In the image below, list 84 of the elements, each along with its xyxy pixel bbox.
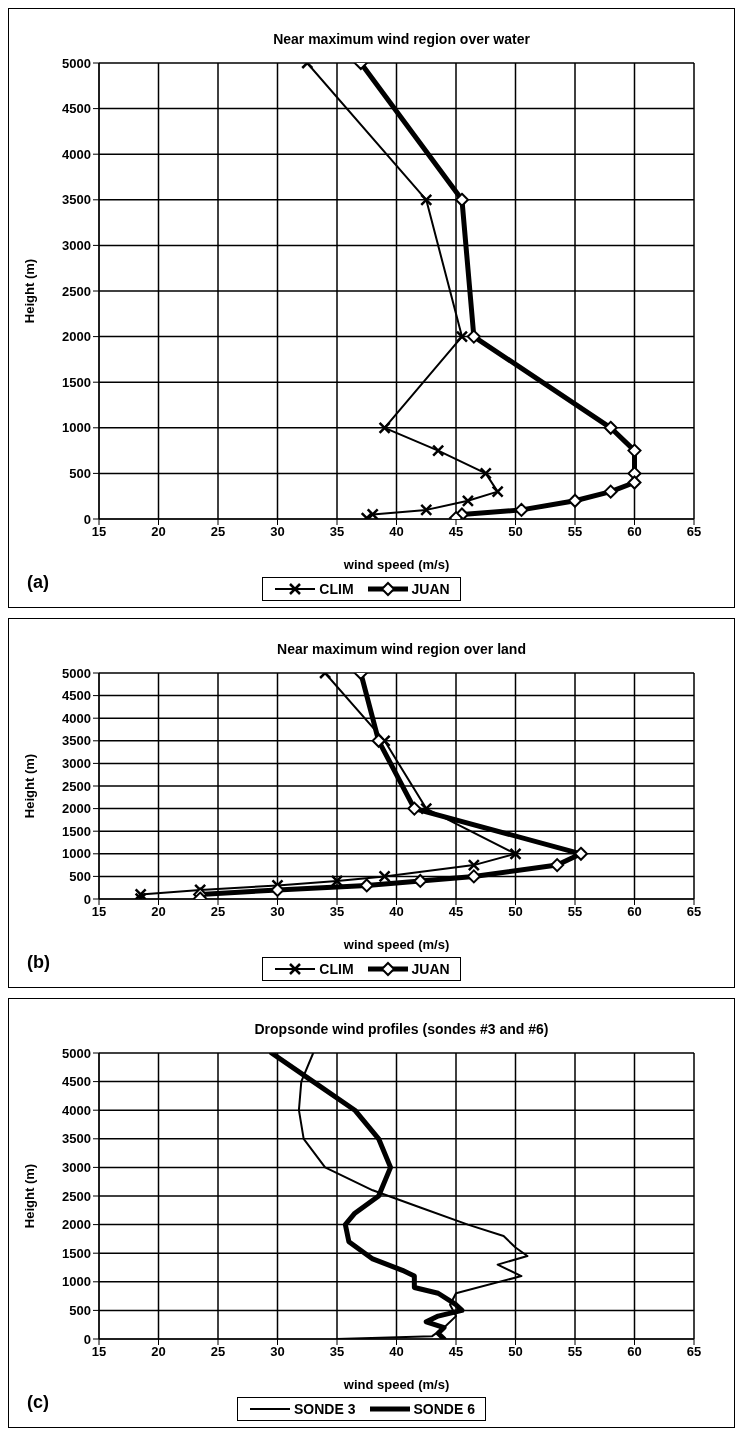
text: (b) bbox=[27, 952, 50, 973]
x-tick-label: 15 bbox=[91, 524, 107, 540]
x-tick-label: 30 bbox=[270, 1344, 285, 1360]
y-tick-label: 1500 bbox=[62, 823, 91, 839]
x-axis-title: wind speed (m/s) bbox=[342, 557, 450, 572]
x-tick-label: 65 bbox=[686, 904, 702, 920]
y-tick-label: 1000 bbox=[62, 846, 91, 862]
x-tick-label: 50 bbox=[508, 524, 523, 540]
x-tick-label: 30 bbox=[270, 524, 285, 540]
y-tick-label: 1500 bbox=[62, 1245, 91, 1261]
legend-label: JUAN bbox=[410, 961, 450, 977]
x-tick-label: 40 bbox=[389, 904, 404, 920]
x-tick-label: 60 bbox=[627, 904, 642, 920]
y-tick-label: 0 bbox=[83, 511, 91, 527]
x-tick-label: 25 bbox=[210, 904, 226, 920]
y-axis-title: Height (m) bbox=[21, 1163, 37, 1229]
x-tick-label: 40 bbox=[389, 1344, 404, 1360]
x-tick-label: 45 bbox=[448, 904, 464, 920]
y-axis-title: Height (m) bbox=[21, 753, 37, 819]
legend-label: CLIM bbox=[318, 581, 354, 597]
x-axis-title: wind speed (m/s) bbox=[342, 937, 450, 952]
x-tick-label: 30 bbox=[270, 904, 285, 920]
x-tick-label: 35 bbox=[329, 904, 345, 920]
y-tick-label: 2000 bbox=[62, 1217, 91, 1233]
y-tick-label: 4500 bbox=[62, 688, 91, 704]
x-tick-label: 35 bbox=[329, 1344, 345, 1360]
y-tick-label: 4000 bbox=[62, 1102, 91, 1118]
x-axis-title: wind speed (m/s) bbox=[342, 1377, 450, 1392]
x-tick-label: 40 bbox=[389, 524, 404, 540]
y-tick-label: 4500 bbox=[62, 101, 91, 117]
chart-title: Near maximum wind region over water bbox=[272, 30, 531, 49]
x-tick-label: 60 bbox=[627, 1344, 642, 1360]
y-tick-label: 5000 bbox=[62, 1045, 91, 1061]
x-tick-label: 20 bbox=[151, 524, 166, 540]
y-tick-label: 500 bbox=[69, 869, 91, 885]
y-tick-label: 5000 bbox=[62, 55, 91, 71]
y-tick-label: 3500 bbox=[62, 192, 91, 208]
y-tick-label: 1000 bbox=[62, 1274, 91, 1290]
x-tick-label: 25 bbox=[210, 524, 226, 540]
x-tick-label: 25 bbox=[210, 1344, 226, 1360]
y-tick-label: 3500 bbox=[62, 733, 91, 749]
x-tick-label: 35 bbox=[329, 524, 345, 540]
legend-label: CLIM bbox=[318, 961, 354, 977]
text: (c) bbox=[27, 1392, 49, 1413]
y-tick-label: 4500 bbox=[62, 1074, 91, 1090]
y-tick-label: 3000 bbox=[62, 238, 91, 254]
x-tick-label: 20 bbox=[151, 1344, 166, 1360]
y-tick-label: 500 bbox=[69, 466, 91, 482]
chart-title: Near maximum wind region over land bbox=[276, 640, 527, 659]
x-tick-label: 65 bbox=[686, 524, 702, 540]
x-tick-label: 55 bbox=[567, 1344, 583, 1360]
legend-label: SONDE 6 bbox=[412, 1401, 475, 1417]
y-tick-label: 1500 bbox=[62, 374, 91, 390]
y-tick-label: 3000 bbox=[62, 1160, 91, 1176]
y-tick-label: 3000 bbox=[62, 756, 91, 772]
text: (a) bbox=[27, 572, 49, 593]
x-tick-label: 65 bbox=[686, 1344, 702, 1360]
y-tick-label: 0 bbox=[83, 1331, 91, 1347]
x-tick-label: 50 bbox=[508, 904, 523, 920]
y-tick-label: 2000 bbox=[62, 329, 91, 345]
x-tick-label: 60 bbox=[627, 524, 642, 540]
y-tick-label: 2500 bbox=[62, 283, 91, 299]
x-tick-label: 50 bbox=[508, 1344, 523, 1360]
legend-label: JUAN bbox=[410, 581, 450, 597]
y-tick-label: 4000 bbox=[62, 146, 91, 162]
y-tick-label: 0 bbox=[83, 891, 91, 907]
x-tick-label: 45 bbox=[448, 1344, 464, 1360]
y-tick-label: 1000 bbox=[62, 420, 91, 436]
y-tick-label: 2500 bbox=[62, 1188, 91, 1204]
x-tick-label: 55 bbox=[567, 904, 583, 920]
x-tick-label: 45 bbox=[448, 524, 464, 540]
x-tick-label: 15 bbox=[91, 1344, 107, 1360]
y-tick-label: 3500 bbox=[62, 1131, 91, 1147]
y-tick-label: 4000 bbox=[62, 710, 91, 726]
legend-label: SONDE 3 bbox=[293, 1401, 356, 1417]
chart-title: Dropsonde wind profiles (sondes #3 and #6) bbox=[253, 1020, 550, 1039]
y-axis-title: Height (m) bbox=[21, 258, 37, 324]
x-tick-label: 55 bbox=[567, 524, 583, 540]
x-tick-label: 20 bbox=[151, 904, 166, 920]
y-tick-label: 500 bbox=[69, 1303, 91, 1319]
x-tick-label: 15 bbox=[91, 904, 107, 920]
y-tick-label: 5000 bbox=[62, 665, 91, 681]
y-tick-label: 2500 bbox=[62, 778, 91, 794]
y-tick-label: 2000 bbox=[62, 801, 91, 817]
